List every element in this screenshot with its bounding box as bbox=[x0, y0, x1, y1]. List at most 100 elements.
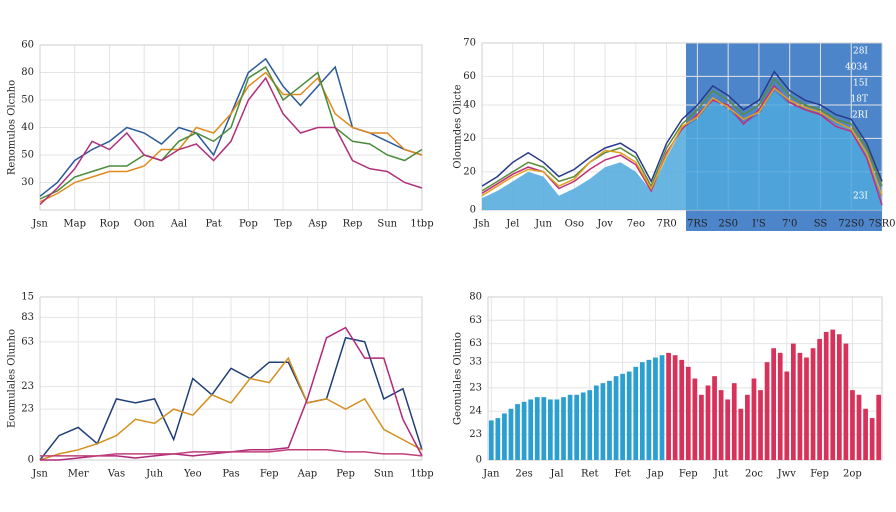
x-tick-label: Vas bbox=[107, 469, 125, 480]
y-tick-label: 63 bbox=[469, 338, 482, 349]
x-tick-label: Pop bbox=[239, 219, 258, 230]
x-tick-label: Jut bbox=[713, 469, 728, 480]
y-tick-label: 50 bbox=[21, 95, 34, 106]
y-tick-label: 23 bbox=[21, 404, 34, 415]
y-tick-label: 0 bbox=[476, 455, 482, 466]
bar bbox=[515, 404, 520, 460]
x-tick-label: 1tbp bbox=[410, 219, 433, 230]
bar bbox=[488, 420, 494, 460]
bar bbox=[685, 366, 691, 460]
bar bbox=[699, 394, 704, 460]
bar bbox=[508, 408, 514, 460]
x-tick-label: Jun bbox=[534, 219, 552, 230]
bar bbox=[666, 352, 671, 460]
y-tick-label: 0 bbox=[28, 455, 34, 466]
y-tick-label: 24 bbox=[469, 406, 482, 417]
x-tick-label: I'S bbox=[752, 219, 766, 230]
bar bbox=[843, 343, 849, 460]
x-tick-label: Tep bbox=[274, 219, 292, 230]
bar bbox=[587, 390, 593, 460]
bar bbox=[593, 385, 599, 460]
x-tick-label: Jan bbox=[482, 469, 500, 480]
bar bbox=[784, 371, 790, 460]
x-tick-label: 1tbp bbox=[410, 469, 433, 480]
x-tick-label: Asp bbox=[307, 219, 327, 230]
x-tick-label: Jov bbox=[596, 219, 613, 230]
x-tick-label: Oso bbox=[565, 219, 584, 230]
y-tick-label: 20 bbox=[463, 133, 476, 144]
bar bbox=[850, 390, 855, 460]
x-tick-label: Jel bbox=[505, 219, 519, 230]
bar bbox=[804, 357, 809, 460]
bar bbox=[738, 408, 744, 460]
y-tick-label: 70 bbox=[463, 38, 476, 49]
annotation: 4034 bbox=[845, 63, 868, 73]
y-tick-label: 60 bbox=[463, 71, 476, 82]
x-tick-label: Fet bbox=[614, 469, 630, 480]
x-tick-label: Aal bbox=[170, 219, 187, 230]
bar bbox=[541, 397, 547, 460]
bar bbox=[633, 366, 639, 460]
x-tick-label: Pat bbox=[206, 219, 222, 230]
y-tick-label: 40 bbox=[463, 100, 476, 111]
x-tick-label: Pep bbox=[336, 469, 355, 480]
y-axis-label: Eoumulales Olunho bbox=[7, 329, 18, 428]
x-tick-label: Mer bbox=[68, 469, 89, 480]
x-tick-label: 2S0 bbox=[718, 219, 738, 230]
line bbox=[481, 70, 883, 187]
bar bbox=[613, 376, 619, 460]
bar bbox=[790, 343, 796, 460]
plot-frame bbox=[39, 296, 423, 461]
annotation: 28I bbox=[853, 47, 868, 57]
bar bbox=[731, 383, 737, 460]
bar bbox=[817, 338, 822, 460]
bar bbox=[836, 334, 842, 460]
bar bbox=[554, 399, 560, 460]
y-tick-label: 60 bbox=[21, 40, 34, 51]
bar bbox=[810, 348, 816, 460]
bar bbox=[758, 390, 763, 460]
bar bbox=[646, 359, 652, 460]
bar bbox=[567, 394, 573, 460]
bar bbox=[679, 359, 685, 460]
x-tick-label: Jal bbox=[549, 469, 563, 480]
x-tick-label: Fep bbox=[679, 469, 698, 480]
x-tick-label: 72S0 bbox=[838, 219, 864, 230]
line bbox=[39, 336, 423, 461]
bar bbox=[672, 355, 678, 460]
bar bbox=[659, 355, 665, 460]
line bbox=[481, 77, 883, 192]
bar bbox=[626, 371, 632, 460]
plot-frame bbox=[487, 296, 883, 461]
y-tick-label: 0 bbox=[470, 205, 476, 216]
x-tick-label: 7R0 bbox=[656, 219, 676, 230]
bar bbox=[620, 373, 625, 460]
line bbox=[39, 71, 423, 203]
x-tick-label: Fep bbox=[810, 469, 829, 480]
bar bbox=[764, 362, 770, 460]
x-tick-label: SS bbox=[814, 219, 828, 230]
bar bbox=[521, 401, 527, 460]
x-tick-label: Jsn bbox=[31, 469, 48, 480]
y-tick-label: 20 bbox=[463, 166, 476, 177]
annotation: 15I bbox=[853, 79, 868, 89]
y-tick-label: 80 bbox=[21, 67, 34, 78]
bar bbox=[692, 378, 698, 460]
bar bbox=[863, 408, 868, 460]
y-tick-label: 15 bbox=[21, 292, 34, 303]
bar bbox=[712, 376, 717, 460]
x-tick-label: Pas bbox=[222, 469, 239, 480]
x-tick-label: Rop bbox=[99, 219, 119, 230]
line bbox=[481, 87, 883, 197]
y-tick-label: 23 bbox=[21, 381, 34, 392]
x-tick-label: Ret bbox=[581, 469, 598, 480]
bar bbox=[580, 392, 586, 460]
x-tick-label: Juh bbox=[145, 469, 163, 480]
x-tick-label: Sun bbox=[377, 219, 397, 230]
bar bbox=[777, 352, 783, 460]
annotation: 18T bbox=[851, 95, 868, 105]
y-tick-label: 63 bbox=[469, 315, 482, 326]
x-tick-label: Map bbox=[63, 219, 86, 230]
bar bbox=[718, 390, 724, 460]
